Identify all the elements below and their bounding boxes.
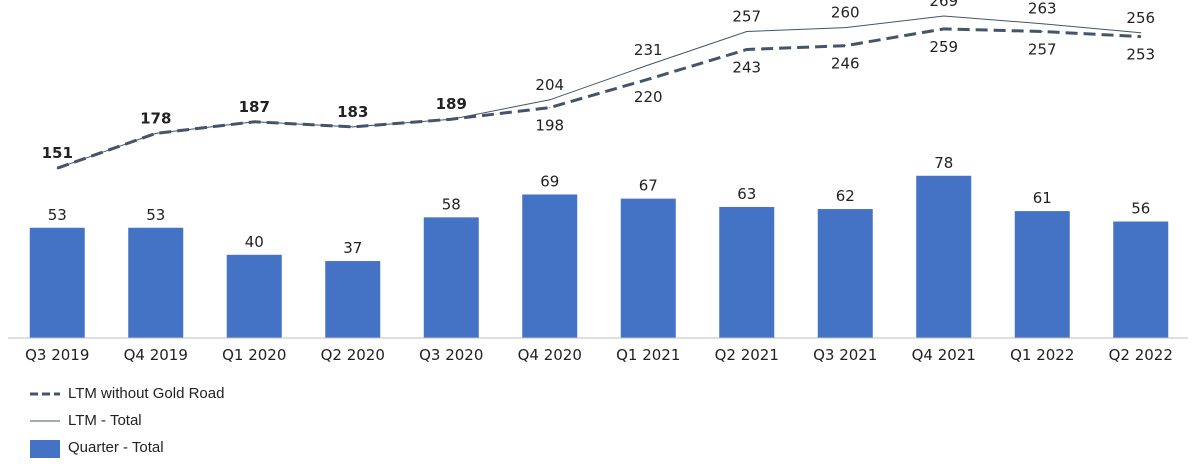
ltm-total-value-label: 260 (831, 4, 860, 22)
ltm-without-gold-road-value-label: 243 (732, 59, 761, 77)
ltm-without-gold-road-point (352, 126, 354, 128)
legend-label: LTM without Gold Road (68, 385, 225, 402)
x-tick-label: Q4 2020 (518, 346, 582, 364)
ltm-total-point (746, 30, 748, 32)
ltm-without-gold-road-point (844, 45, 846, 47)
ltm-total-point (647, 64, 649, 66)
ltm-without-gold-road-value-label: 253 (1126, 46, 1155, 64)
ltm-total-value-label: 178 (140, 109, 171, 127)
legend-item-ltm-total: LTM - Total (30, 407, 224, 434)
ltm-without-gold-road-point (549, 107, 551, 109)
bar-value-label: 62 (836, 187, 855, 205)
bar (620, 198, 676, 338)
bar-swatch-icon (30, 439, 60, 458)
ltm-total-value-label: 204 (535, 76, 564, 94)
bar (325, 261, 381, 338)
ltm-without-gold-road-value-label: 198 (535, 117, 564, 135)
bar-value-label: 37 (343, 239, 362, 257)
ltm-without-gold-road-point (1041, 30, 1043, 32)
line-ltm-without-gold-road (56, 27, 1141, 170)
bar-value-label: 40 (245, 233, 264, 251)
ltm-total-value-label: 151 (42, 144, 73, 162)
bar-value-label: 53 (146, 206, 165, 224)
bar-value-label: 61 (1033, 189, 1052, 207)
bar-value-label: 67 (639, 177, 658, 195)
ltm-total-value-label: 231 (634, 41, 663, 59)
bar (1014, 211, 1070, 338)
legend-label: LTM - Total (68, 412, 142, 429)
bar (522, 194, 578, 338)
x-tick-label: Q1 2020 (222, 346, 286, 364)
solid-line-swatch-icon (30, 420, 60, 421)
ltm-total-point (1041, 23, 1043, 25)
ltm-total-point (549, 99, 551, 101)
x-tick-label: Q3 2019 (25, 346, 89, 364)
ltm-without-gold-road-value-label: 257 (1028, 40, 1057, 58)
ltm-total-value-label: 257 (732, 7, 761, 25)
bar (817, 209, 873, 338)
bar-value-label: 78 (934, 154, 953, 172)
ltm-without-gold-road-value-label: 220 (634, 88, 663, 106)
bar (226, 254, 282, 338)
x-tick-label: Q3 2021 (813, 346, 877, 364)
ltm-total-point (1140, 32, 1142, 34)
ltm-without-gold-road-point (943, 28, 945, 30)
ltm-total-value-label: 263 (1028, 0, 1057, 18)
x-tick-label: Q1 2022 (1010, 346, 1074, 364)
bar-series-quarter-total (29, 175, 1169, 338)
x-tick-label: Q2 2021 (715, 346, 779, 364)
ltm-total-point (943, 15, 945, 17)
ltm-without-gold-road-point (746, 49, 748, 51)
bar-value-label: 69 (540, 172, 559, 190)
ltm-without-gold-road-value-label: 259 (929, 38, 958, 56)
x-tick-label: Q4 2019 (124, 346, 188, 364)
bar (128, 227, 184, 338)
bar (1113, 221, 1169, 338)
legend-item-ltm-without-gold-road: LTM without Gold Road (30, 380, 224, 407)
x-tick-label: Q2 2022 (1109, 346, 1173, 364)
legend-item-quarter-total: Quarter - Total (30, 434, 224, 461)
x-tick-label: Q1 2021 (616, 346, 680, 364)
bar (29, 227, 85, 338)
legend: LTM without Gold Road LTM - Total Quarte… (30, 380, 224, 461)
bar-value-label: 58 (442, 195, 461, 213)
line-series (56, 15, 1142, 170)
legend-label: Quarter - Total (68, 439, 164, 456)
ltm-without-gold-road-point (647, 78, 649, 80)
ltm-total-value-label: 256 (1126, 9, 1155, 27)
bar-value-label: 56 (1131, 200, 1150, 218)
ltm-total-point (844, 27, 846, 29)
ltm-without-gold-road-point (155, 132, 157, 134)
ltm-without-gold-road-point (1140, 36, 1142, 38)
bar (916, 175, 972, 338)
x-axis-tick-labels: Q3 2019 Q4 2019 Q1 2020 Q2 2020 Q3 2020 Q4 20… (25, 346, 1173, 364)
x-tick-label: Q2 2020 (321, 346, 385, 364)
x-tick-label: Q4 2021 (912, 346, 976, 364)
bar-value-label: 63 (737, 185, 756, 203)
dashed-line-swatch-icon (30, 392, 60, 395)
x-tick-label: Q3 2020 (419, 346, 483, 364)
ltm-without-gold-road-point (56, 167, 58, 169)
ltm-total-value-label: 189 (436, 95, 467, 113)
bar (423, 217, 479, 338)
ltm-total-value-label: 183 (337, 103, 368, 121)
bar (719, 206, 775, 338)
ltm-without-gold-road-value-label: 246 (831, 55, 860, 73)
data-labels: 53 53 40 37 58 69 67 63 62 78 61 56 151 178 187 183 189 2… (42, 0, 1155, 257)
ltm-without-gold-road-point (253, 121, 255, 123)
ltm-total-value-label: 187 (239, 98, 270, 116)
bar-value-label: 53 (48, 206, 67, 224)
ltm-total-value-label: 269 (929, 0, 958, 10)
ltm-without-gold-road-point (450, 118, 452, 120)
